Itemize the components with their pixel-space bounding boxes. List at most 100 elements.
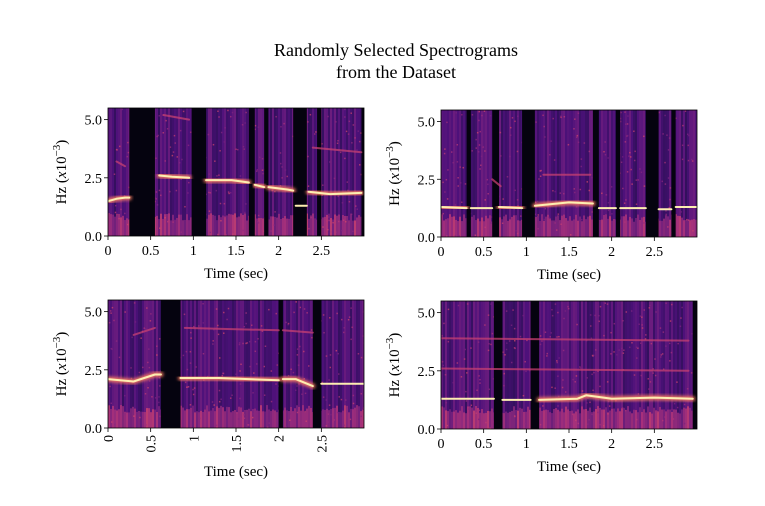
pitch-contour <box>533 201 594 207</box>
silence-gap <box>493 301 503 429</box>
silence-gap <box>129 108 155 236</box>
silence-gap <box>293 108 307 236</box>
figure-title-line-1: Randomly Selected Spectrograms <box>274 40 518 60</box>
harmonic-contour <box>115 160 127 168</box>
x-axis-label: Time (sec) <box>204 266 268 282</box>
x-tick-label: 0 <box>438 437 445 452</box>
x-tick-label: 2.5 <box>646 437 664 452</box>
pitch-contour <box>179 377 280 382</box>
x-tick-label: 2 <box>608 437 615 452</box>
x-axis-label: Time (sec) <box>537 267 601 283</box>
y-axis-label: Hz (x10−3) <box>51 332 70 397</box>
noise-texture <box>441 301 697 429</box>
y-tick-label: 0.0 <box>85 422 103 437</box>
y-axis-label: Hz (x10−3) <box>51 140 70 205</box>
pitch-contour <box>253 183 266 189</box>
silence-gap <box>615 110 621 237</box>
harmonic-contour <box>183 326 280 332</box>
noise-texture <box>441 110 697 237</box>
y-tick-label: 2.5 <box>418 173 436 188</box>
x-tick-label: 1 <box>190 244 197 259</box>
spectrogram-image <box>108 108 364 236</box>
x-axis-label: Time (sec) <box>537 459 601 475</box>
x-tick-label: 2 <box>608 245 615 260</box>
x-tick-label: 1 <box>187 435 202 442</box>
x-tick-label: 1.5 <box>560 437 578 452</box>
pitch-contour <box>267 186 295 192</box>
silence-gap <box>160 300 181 428</box>
x-tick-label: 1.5 <box>227 244 245 259</box>
x-tick-label: 1.5 <box>560 245 578 260</box>
spectrogram-panel-1: 0 0.5 1 1.5 2 2.5 0.0 2.5 5.0 Time (sec) Hz (x10−3… <box>51 107 365 282</box>
spectrogram-panel-4: 0 0.5 1 1.5 2 2.5 0.0 2.5 5.0 Time (sec) Hz (x10−3… <box>384 300 698 475</box>
harmonic-contour <box>491 178 502 188</box>
x-tick-label: 0 <box>102 435 117 442</box>
x-tick-label: 2 <box>273 435 288 442</box>
x-axis-label: Time (sec) <box>204 464 268 480</box>
x-tick-label: 0.5 <box>142 244 160 259</box>
silence-gap <box>645 110 659 237</box>
silence-gap <box>466 110 471 237</box>
pitch-contour <box>158 174 191 179</box>
y-axis-label: Hz (x10−3) <box>384 333 403 398</box>
pitch-contour <box>441 206 468 210</box>
harmonic-contour <box>162 114 191 121</box>
y-tick-label: 5.0 <box>418 307 436 322</box>
x-tick-label: 2.5 <box>313 244 331 259</box>
harmonic-contour <box>132 326 156 336</box>
pitch-contour <box>108 196 131 203</box>
pitch-contour <box>498 206 524 210</box>
spectrogram-panel-3: 0 0.5 1 1.5 2 2.5 0.0 2.5 5.0 Time (sec) Hz (x10−3… <box>51 299 365 480</box>
silence-gap <box>530 301 540 429</box>
harmonic-contour <box>441 367 690 372</box>
x-tick-label: 1 <box>523 437 530 452</box>
y-tick-label: 2.5 <box>85 364 103 379</box>
x-tick-label: 2.5 <box>315 435 330 453</box>
y-tick-label: 0.0 <box>418 423 436 438</box>
y-tick-label: 0.0 <box>85 230 103 245</box>
pitch-contour <box>205 179 250 184</box>
x-tick-label: 1 <box>523 245 530 260</box>
spectrogram-panel-2: 0 0.5 1 1.5 2 2.5 0.0 2.5 5.0 Time (sec) Hz (x10−3… <box>384 109 698 283</box>
x-tick-label: 2 <box>275 244 282 259</box>
silence-gap <box>522 110 535 237</box>
silence-gap <box>592 110 599 237</box>
silence-gap <box>264 108 269 236</box>
pitch-contour <box>281 378 314 388</box>
y-tick-label: 2.5 <box>418 365 436 380</box>
y-axis-label: Hz (x10−3) <box>384 141 403 206</box>
silence-gap <box>278 300 283 428</box>
x-tick-label: 2.5 <box>646 245 664 260</box>
silence-gap <box>312 300 322 428</box>
x-tick-label: 0.5 <box>475 245 493 260</box>
figure-title-line-2: from the Dataset <box>336 62 456 82</box>
silence-gap <box>492 110 500 237</box>
silence-gap <box>361 108 364 236</box>
x-tick-label: 0.5 <box>475 437 493 452</box>
silence-gap <box>317 108 322 236</box>
y-tick-label: 5.0 <box>85 306 103 321</box>
y-tick-label: 5.0 <box>85 114 103 129</box>
x-tick-label: 0.5 <box>145 435 160 453</box>
pitch-contour <box>307 190 363 196</box>
pitch-contour <box>538 394 694 401</box>
silence-gap <box>692 301 697 429</box>
spectrogram-image <box>441 110 697 237</box>
harmonic-contour <box>441 337 690 342</box>
y-tick-label: 5.0 <box>418 116 436 131</box>
silence-gap <box>191 108 207 236</box>
y-tick-label: 0.0 <box>418 231 436 246</box>
x-tick-label: 1.5 <box>230 435 245 453</box>
harmonic-contour <box>281 329 314 334</box>
spectrogram-image <box>441 301 697 429</box>
harmonic-contour <box>311 146 363 154</box>
noise-texture <box>108 300 364 428</box>
silence-gap <box>248 108 255 236</box>
pitch-contour <box>108 373 162 383</box>
x-tick-label: 0 <box>105 244 112 259</box>
y-tick-label: 2.5 <box>85 172 103 187</box>
silence-gap <box>671 110 676 237</box>
spectrogram-image <box>108 300 364 428</box>
x-tick-label: 0 <box>438 245 445 260</box>
